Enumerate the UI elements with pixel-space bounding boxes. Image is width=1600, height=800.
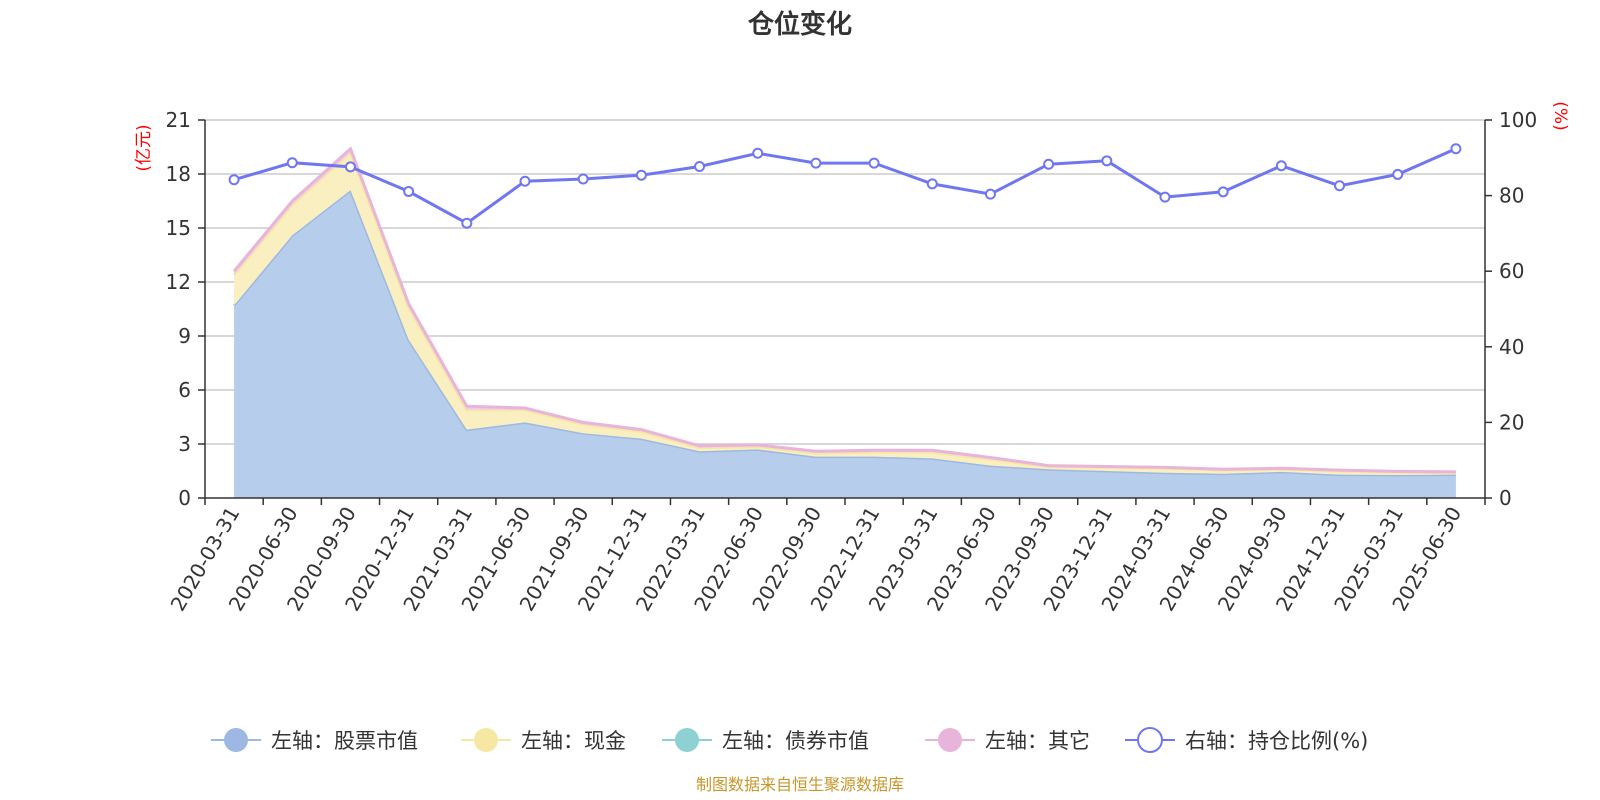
legend-label: 左轴：现金 [521,729,626,753]
legend-item[interactable]: 右轴：持仓比例(%) [1125,727,1368,753]
ratio-line-path [233,147,1457,225]
ratio-point [1275,160,1287,172]
ratio-point [635,169,647,181]
left-tick-label: 15 [166,216,191,240]
ratio-point [344,161,356,173]
right-tick-label: 100 [1499,108,1537,132]
left-tick-label: 12 [166,270,191,294]
legend-label: 右轴：持仓比例(%) [1185,729,1368,753]
ratio-point [1334,180,1346,192]
left-tick-label: 0 [178,486,191,510]
legend-item[interactable]: 左轴：债券市值 [662,728,869,753]
legend-marker-icon [224,728,248,752]
right-tick-label: 0 [1499,486,1512,510]
ratio-point [1159,191,1171,203]
right-axis-unit: (%) [1550,101,1570,130]
stacked-areas [232,146,1456,498]
legend-item[interactable]: 左轴：现金 [461,728,626,753]
area-左轴：现金 [234,152,1456,475]
ratio-point [1450,143,1462,155]
right-tick-label: 60 [1499,259,1524,283]
data-source-note: 制图数据来自恒生聚源数据库 [696,775,904,794]
right-tick-label: 80 [1499,184,1524,208]
legend-label: 左轴：其它 [985,729,1090,753]
ratio-point [926,178,938,190]
ratio-point [810,157,822,169]
legend-item[interactable]: 左轴：股票市值 [211,728,418,753]
ratio-point [868,157,880,169]
ratio-point [228,174,240,186]
ratio-point [1101,155,1113,167]
legend[interactable]: 左轴：股票市值 左轴：现金 左轴：债券市值 左轴：其它 右轴：持仓比例(%) [211,727,1368,753]
left-tick-label: 9 [178,324,191,348]
left-tick-label: 3 [178,432,191,456]
ratio-point [984,188,996,200]
right-tick-label: 20 [1499,410,1524,434]
legend-marker-icon [675,728,699,752]
ratio-point [286,157,298,169]
ratio-point [461,217,473,229]
area-左轴：股票市值 [234,190,1456,498]
legend-marker-icon [1137,727,1163,753]
ratio-point [694,160,706,172]
legend-item[interactable]: 左轴：其它 [925,728,1090,753]
left-tick-label: 18 [166,162,191,186]
legend-marker-icon [938,728,962,752]
ratio-point [519,175,531,187]
ratio-point [577,173,589,185]
ratio-point [1217,186,1229,198]
legend-label: 左轴：股票市值 [271,729,418,753]
ratio-point [1392,168,1404,180]
left-tick-label: 6 [178,378,191,402]
right-tick-label: 40 [1499,335,1524,359]
chart-title: 仓位变化 [747,9,852,40]
legend-marker-icon [474,728,498,752]
left-tick-label: 21 [166,108,191,132]
ratio-point [1043,158,1055,170]
left-axis-unit: (亿元) [134,124,154,171]
legend-label: 左轴：债券市值 [722,729,869,753]
area-edge-左轴：其它 [232,146,1456,474]
ratio-line [228,143,1462,229]
ratio-point [403,185,415,197]
ratio-point [752,147,764,159]
